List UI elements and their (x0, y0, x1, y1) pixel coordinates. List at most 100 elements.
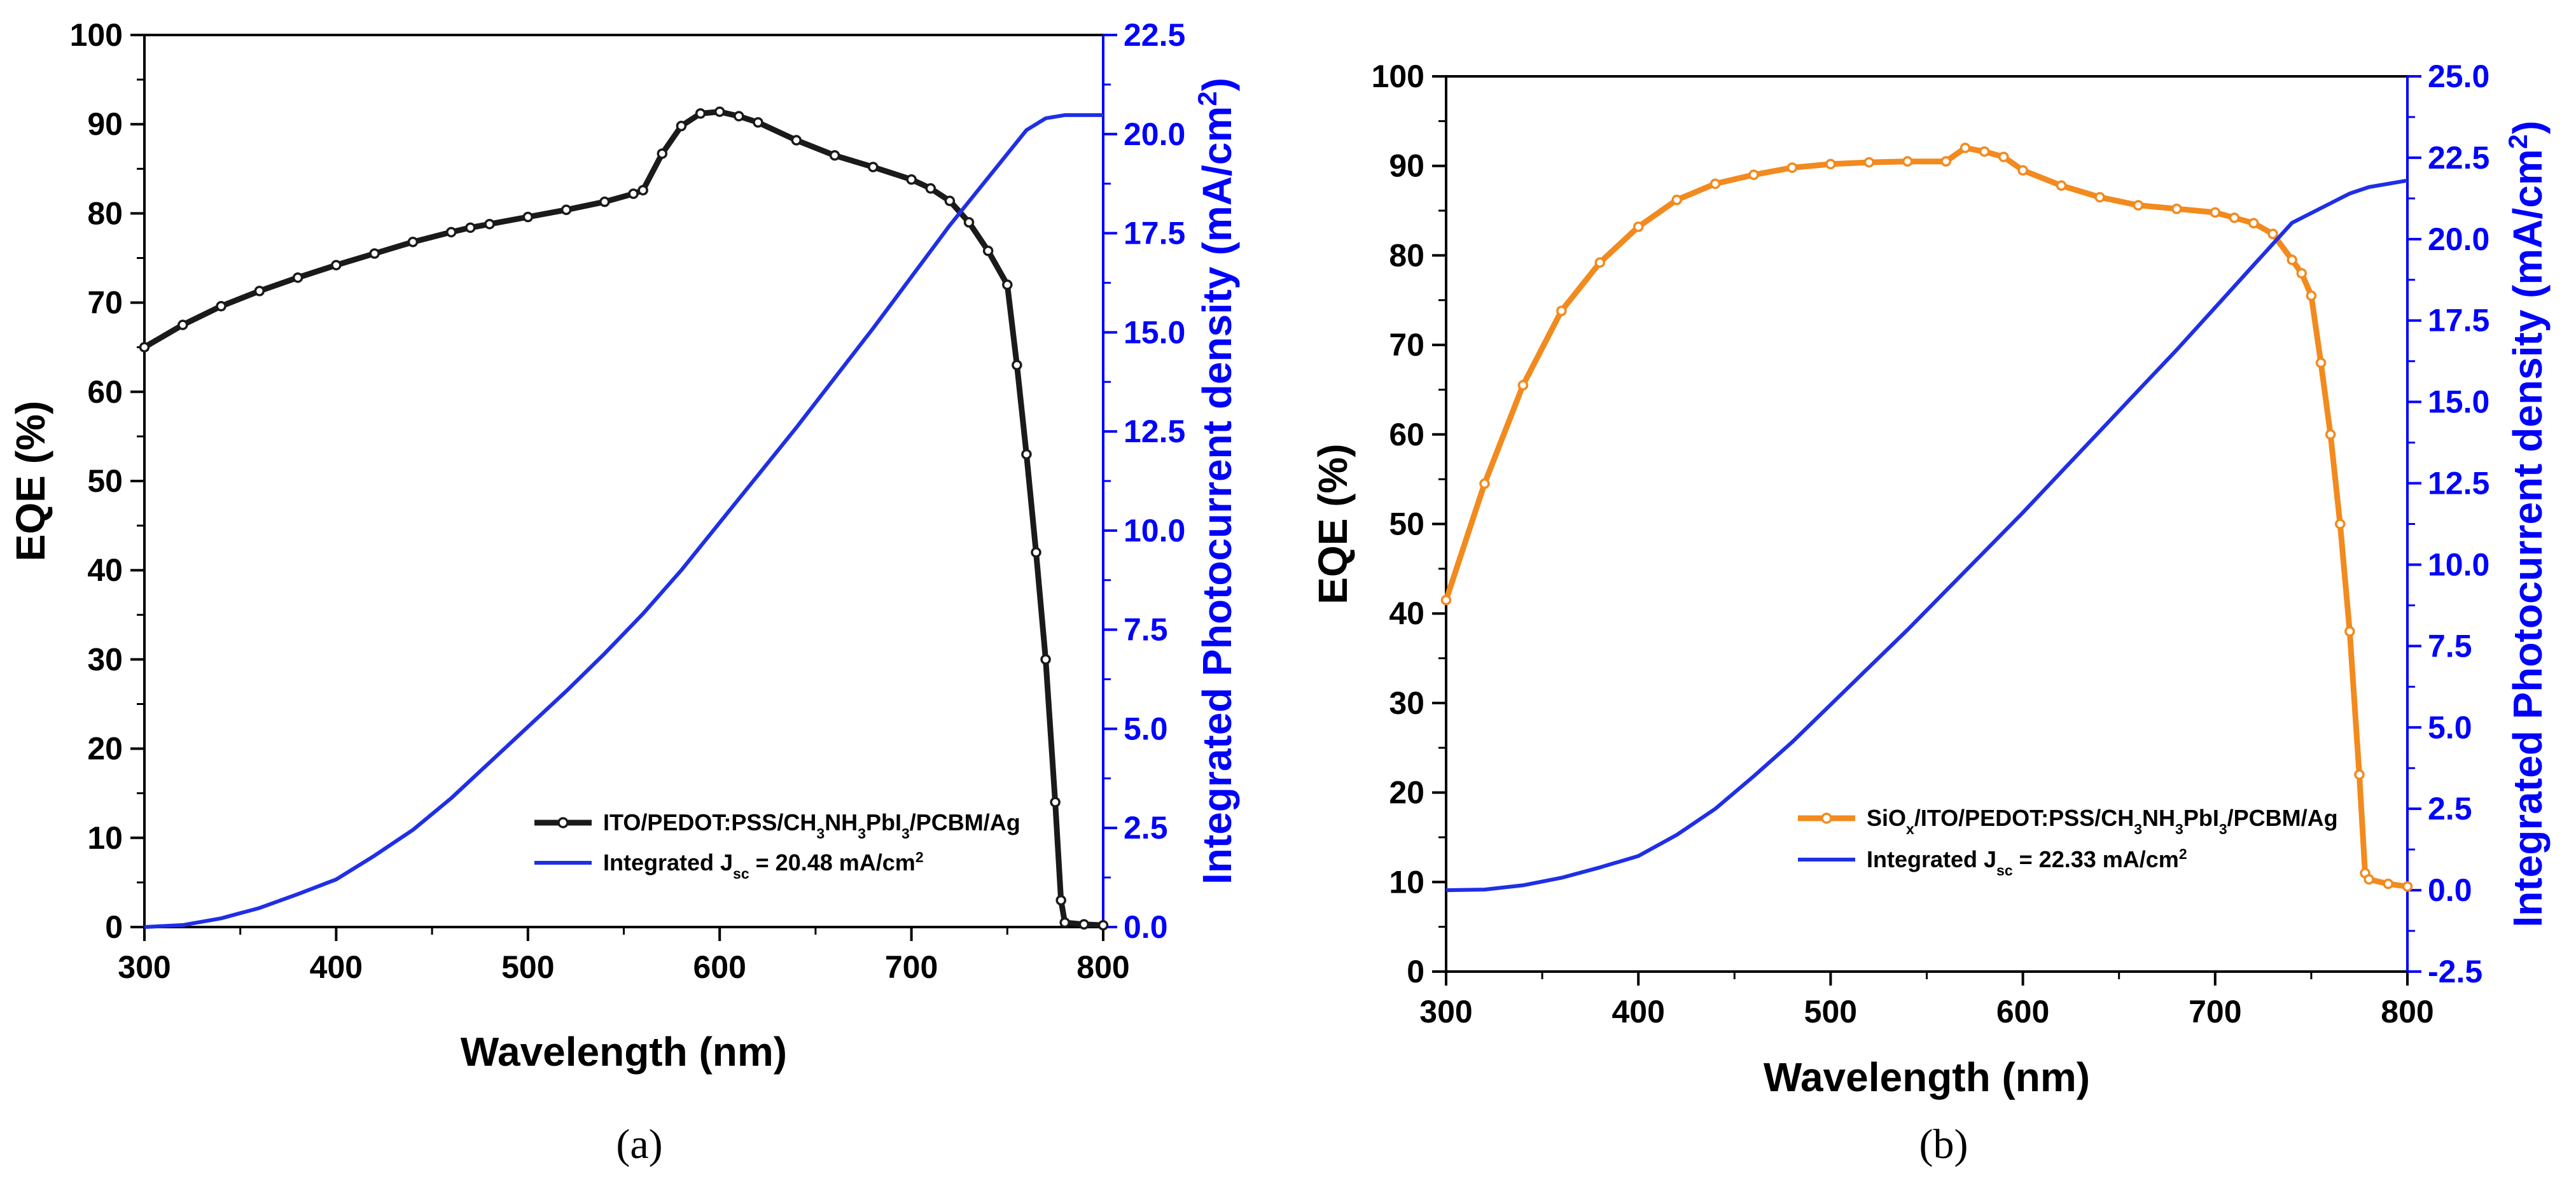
y2-tick-label: 12.5 (1124, 414, 1185, 449)
y2-tick-label: 20.0 (1124, 116, 1185, 152)
series-point (1050, 797, 1061, 807)
series-point (292, 272, 303, 283)
y-tick-label: 0 (105, 909, 123, 945)
x-axis-label: Wavelength (nm) (461, 1029, 787, 1075)
series-point (407, 237, 419, 248)
series-line-1 (144, 113, 1103, 929)
series-point (1078, 919, 1090, 930)
series-point (676, 120, 687, 132)
y2-axis-label: Integrated Photocurrent density (mA/cm2) (1192, 78, 1241, 884)
y-tick-label: 0 (1407, 954, 1424, 989)
series-point (465, 222, 476, 234)
series-point (2354, 769, 2365, 780)
legend: ITO/PEDOT:PSS/CH3NH3PbI3/PCBM/Ag Integrat… (534, 809, 1020, 882)
series-point (178, 319, 188, 330)
y2-tick-label: 7.5 (1124, 612, 1168, 648)
series-point (734, 111, 744, 122)
series-point (2171, 203, 2182, 214)
y2-tick-label: -2.5 (2428, 954, 2482, 989)
series-point (2287, 255, 2297, 265)
series-point (1825, 158, 1836, 170)
series-point (1786, 162, 1798, 173)
chart-panel-a: 300 400 500 600 700 800 0 10 20 30 40 50 60 70 80 90 100… (8, 17, 1240, 1168)
x-axis-label: Wavelength (nm) (1764, 1054, 2090, 1100)
y2-tick-label: 5.0 (1124, 711, 1168, 746)
y2-tick-label: 2.5 (1124, 810, 1168, 846)
series-point (1748, 169, 1759, 181)
series-point (2344, 626, 2355, 637)
series-point (1097, 919, 1109, 931)
series-point (2383, 878, 2394, 890)
series-point (906, 174, 917, 185)
series-line-1 (1445, 178, 2408, 893)
x-tick-label: 300 (1419, 994, 1472, 1029)
series-point (1902, 156, 1913, 167)
y2-tick-label: 10.0 (2428, 547, 2489, 582)
series-point (254, 286, 265, 296)
series-point (829, 150, 840, 161)
legend: SiOx/ITO/PEDOT:PSS/CH3NH3PbI3/PCBM/Ag Int… (1798, 805, 2338, 879)
series-point (369, 248, 380, 259)
series-point (753, 117, 763, 128)
y2-tick-label: 5.0 (2428, 709, 2472, 745)
y-tick-label: 20 (1389, 775, 1424, 811)
y-tick-label: 80 (1389, 237, 1424, 273)
chart-panel-b: 300 400 500 600 700 800 0 10 20 30 40 50 60 70 80 90 100… (1310, 59, 2551, 1168)
series-point (1594, 257, 1606, 268)
series-point (522, 211, 534, 223)
legend-swatch-marker (557, 817, 569, 828)
y2-tick-label: 12.5 (2428, 466, 2489, 501)
series-point (868, 162, 879, 172)
series-point (1002, 279, 1013, 290)
series-point (695, 108, 706, 119)
series-point (139, 342, 150, 352)
series-point (1671, 194, 1682, 206)
y-tick-label: 30 (87, 641, 123, 677)
series-line-0 (143, 109, 1104, 928)
series-point (445, 227, 457, 238)
legend-entry: SiOx/ITO/PEDOT:PSS/CH3NH3PbI3/PCBM/Ag (1867, 805, 2338, 837)
series-point (1633, 221, 1644, 232)
series-point (1479, 478, 1490, 489)
y2-tick-label: 17.5 (2428, 303, 2489, 338)
y2-tick-label: 0.0 (1124, 909, 1168, 945)
series-point (599, 196, 610, 207)
series-point (944, 195, 956, 207)
series-point (2364, 874, 2374, 885)
series-point (791, 135, 802, 146)
x-tick-label: 500 (501, 949, 554, 985)
series-point (2402, 881, 2413, 892)
series-point (2325, 429, 2336, 440)
series-point (2267, 228, 2278, 239)
y-tick-label: 80 (87, 195, 123, 231)
series-point (657, 148, 668, 159)
series-point (2210, 207, 2221, 218)
series-point (560, 204, 572, 216)
series-line-0 (1443, 145, 2408, 890)
y-tick-label: 90 (1389, 148, 1424, 184)
x-tick-label: 500 (1804, 994, 1857, 1029)
series-point (484, 218, 495, 230)
x-tick-label: 600 (693, 949, 746, 985)
y2-tick-label: 22.5 (1124, 17, 1185, 53)
panel-label: (a) (616, 1121, 662, 1168)
series-point (216, 300, 226, 312)
x-tick-label: 700 (885, 949, 938, 985)
y2-tick-label: 7.5 (2428, 628, 2472, 664)
y2-tick-label: 0.0 (2428, 872, 2472, 908)
y2-tick-label: 22.5 (2428, 140, 2489, 176)
y-tick-label: 40 (1389, 596, 1424, 631)
series-point (331, 260, 342, 270)
y-tick-label: 70 (87, 285, 123, 321)
y2-tick-label: 2.5 (2428, 791, 2472, 827)
y-tick-label: 60 (1389, 417, 1424, 452)
panel-label: (b) (1919, 1121, 1968, 1168)
series-point (1979, 146, 1990, 157)
series-point (1709, 178, 1721, 190)
series-point (1059, 917, 1070, 928)
series-point (2017, 165, 2028, 176)
series-point (1055, 895, 1066, 906)
y-tick-label: 10 (1389, 864, 1424, 900)
series-point (2306, 290, 2317, 301)
